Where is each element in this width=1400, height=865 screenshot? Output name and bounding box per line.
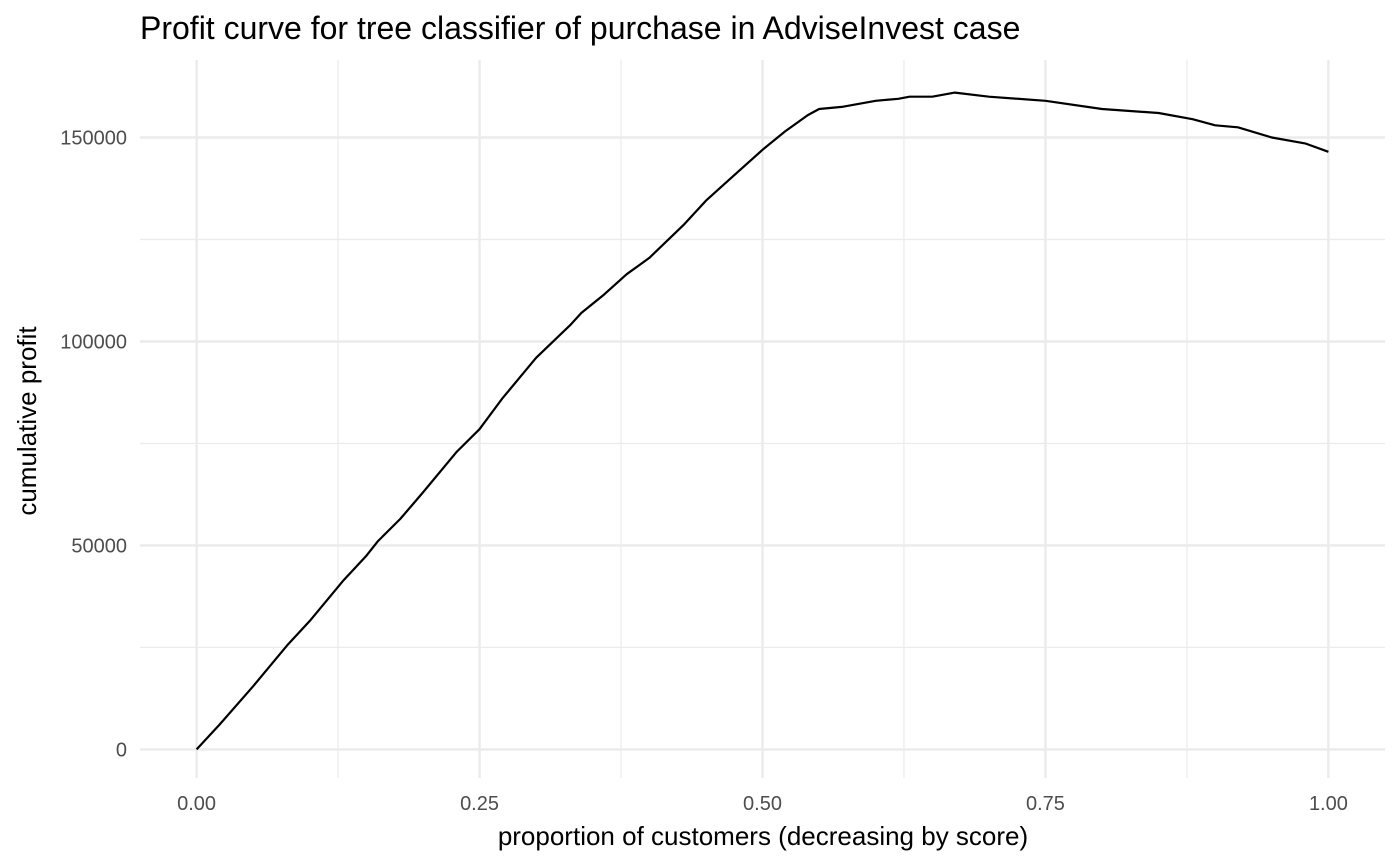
y-axis-title: cumulative profit [12, 326, 42, 516]
x-tick-label: 1.00 [1309, 793, 1348, 815]
x-axis-tick-labels: 0.00 0.25 0.50 0.75 1.00 [177, 793, 1348, 815]
y-tick-label: 100000 [60, 331, 127, 353]
y-axis-tick-labels: 0 50000 100000 150000 [60, 128, 127, 762]
x-tick-label: 0.50 [743, 793, 782, 815]
y-tick-label: 50000 [71, 535, 127, 557]
y-tick-label: 150000 [60, 128, 127, 150]
x-tick-label: 0.00 [177, 793, 216, 815]
x-tick-label: 0.75 [1026, 793, 1065, 815]
major-gridlines [140, 60, 1385, 778]
x-axis-title: proportion of customers (decreasing by s… [498, 821, 1028, 851]
profit-curve-line [195, 91, 1329, 751]
x-tick-label: 0.25 [460, 793, 499, 815]
y-tick-label: 0 [116, 739, 127, 761]
chart-title: Profit curve for tree classifier of purc… [140, 10, 1021, 46]
